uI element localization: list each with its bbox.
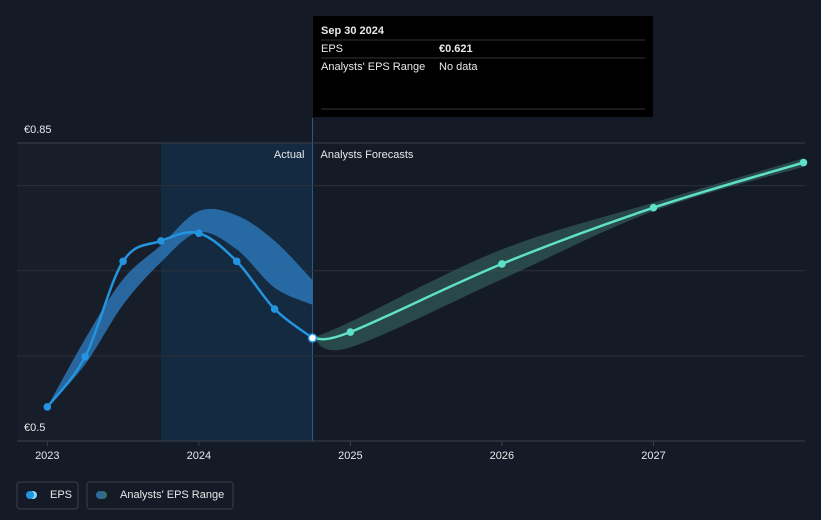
legend-label: EPS: [50, 489, 72, 501]
x-tick-label: 2023: [35, 450, 59, 462]
legend-label: Analysts' EPS Range: [120, 489, 224, 501]
point: [307, 333, 318, 343]
point: [498, 260, 506, 268]
tooltip-label: Analysts' EPS Range: [321, 61, 425, 73]
tooltip-value: No data: [439, 61, 478, 73]
point: [346, 328, 355, 336]
y-tick-label: €0.5: [24, 422, 45, 434]
point: [195, 229, 203, 238]
x-tick-label: 2025: [338, 450, 362, 462]
x-tick-label: 2024: [187, 450, 211, 462]
tooltip: [313, 16, 653, 117]
point: [649, 203, 658, 212]
region-label: Actual: [274, 149, 305, 161]
point: [119, 257, 127, 266]
region-label: Analysts Forecasts: [321, 149, 414, 161]
point: [799, 158, 808, 167]
point: [157, 237, 165, 245]
line: [46, 231, 314, 408]
point: [270, 305, 279, 313]
past-region: [17, 143, 161, 441]
tooltip-date: Sep 30 2024: [321, 25, 385, 37]
legend-swatch: [96, 491, 104, 499]
tooltip-value: €0.621: [439, 43, 473, 55]
point: [81, 352, 89, 361]
legend-item[interactable]: [16, 481, 79, 510]
legend-item[interactable]: [86, 481, 234, 510]
point: [232, 257, 241, 266]
point: [43, 403, 52, 411]
legend-swatch: [26, 491, 34, 499]
tooltip-label: EPS: [321, 43, 343, 55]
y-tick-label: €0.85: [24, 124, 52, 136]
range-band: [312, 158, 804, 351]
x-tick-label: 2027: [641, 450, 665, 462]
x-tick-label: 2026: [490, 450, 514, 462]
